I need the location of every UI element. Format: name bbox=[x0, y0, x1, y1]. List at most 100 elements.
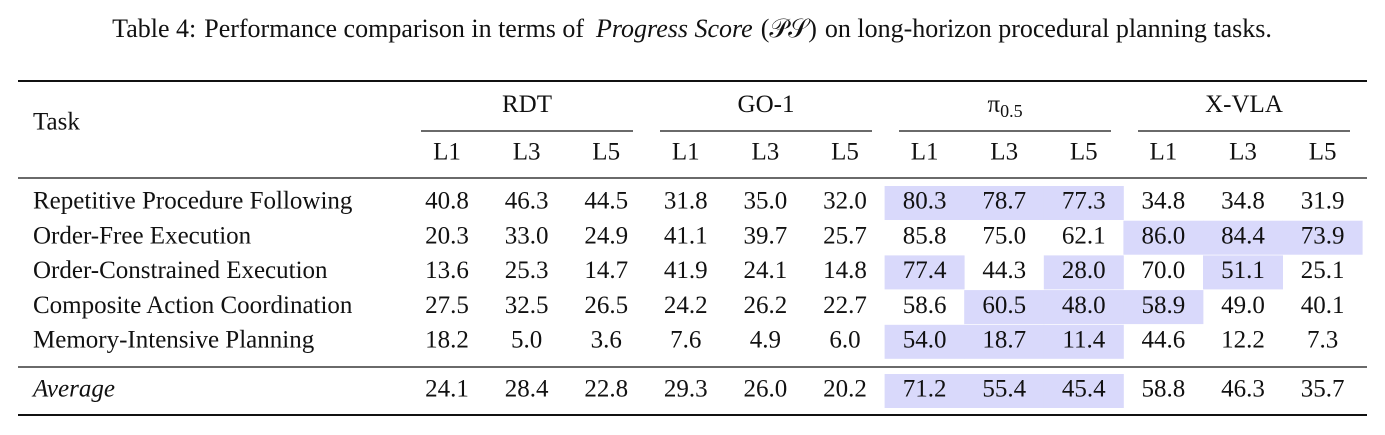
cell: 35.0 bbox=[744, 188, 788, 215]
cell: 85.8 bbox=[903, 222, 947, 249]
cell: 18.7 bbox=[982, 327, 1026, 354]
cell: 39.7 bbox=[744, 222, 788, 249]
cell: 55.4 bbox=[982, 376, 1026, 403]
highlight bbox=[964, 374, 1045, 408]
cell: 32.5 bbox=[505, 292, 549, 319]
task-label: Repetitive Procedure Following bbox=[33, 188, 353, 215]
cell: 14.8 bbox=[823, 257, 867, 284]
cell: 48.0 bbox=[1062, 292, 1106, 319]
cell: 31.9 bbox=[1301, 188, 1345, 215]
cell: 3.6 bbox=[591, 327, 622, 354]
cell: 28.4 bbox=[505, 376, 549, 403]
group-header: X-VLA bbox=[1205, 91, 1283, 118]
cell: 40.8 bbox=[425, 188, 469, 215]
cell: 25.1 bbox=[1301, 257, 1345, 284]
cell: 73.9 bbox=[1301, 222, 1345, 249]
cell: 26.2 bbox=[744, 292, 788, 319]
cell: 70.0 bbox=[1142, 257, 1186, 284]
highlight bbox=[884, 186, 965, 220]
cell: 6.0 bbox=[829, 327, 860, 354]
task-label: Average bbox=[31, 376, 115, 403]
cell: 77.4 bbox=[903, 257, 947, 284]
group-name: π bbox=[987, 91, 1000, 118]
cell: 44.5 bbox=[584, 188, 628, 215]
cell: 18.2 bbox=[425, 327, 469, 354]
cell: 22.7 bbox=[823, 292, 867, 319]
cell: 24.2 bbox=[664, 292, 708, 319]
highlight bbox=[884, 374, 965, 408]
cell: 58.6 bbox=[903, 292, 947, 319]
cell: 5.0 bbox=[511, 327, 542, 354]
level-header: L3 bbox=[752, 139, 780, 166]
group-name: RDT bbox=[502, 91, 552, 118]
highlight bbox=[964, 186, 1045, 220]
group-header: RDT bbox=[502, 91, 552, 118]
caption-metric: Progress Score bbox=[595, 14, 753, 43]
level-header: L3 bbox=[513, 139, 541, 166]
cell: 75.0 bbox=[982, 222, 1026, 249]
level-header: L1 bbox=[911, 139, 939, 166]
cell: 12.2 bbox=[1221, 327, 1265, 354]
cell: 24.1 bbox=[425, 376, 469, 403]
cell: 54.0 bbox=[903, 327, 947, 354]
group-name: GO-1 bbox=[738, 91, 795, 118]
cell: 29.3 bbox=[664, 376, 708, 403]
task-label: Order-Free Execution bbox=[33, 222, 252, 249]
cell: 25.3 bbox=[505, 257, 549, 284]
task-label: Memory-Intensive Planning bbox=[33, 327, 315, 354]
level-header: L5 bbox=[1309, 139, 1337, 166]
cell: 80.3 bbox=[903, 188, 947, 215]
group-name: X-VLA bbox=[1205, 91, 1283, 118]
cell: 26.5 bbox=[584, 292, 628, 319]
level-header: L3 bbox=[1229, 139, 1257, 166]
cell: 24.9 bbox=[584, 222, 628, 249]
cell: 77.3 bbox=[1062, 188, 1106, 215]
caption-symbol: (𝒫𝒮) bbox=[761, 14, 817, 43]
cell: 34.8 bbox=[1142, 188, 1186, 215]
cell: 33.0 bbox=[505, 222, 549, 249]
cell: 45.4 bbox=[1062, 376, 1106, 403]
highlight bbox=[1123, 290, 1204, 325]
cell: 35.7 bbox=[1301, 376, 1345, 403]
cell: 62.1 bbox=[1062, 222, 1106, 249]
caption-label: Table 4: bbox=[112, 14, 196, 43]
task-header: Task bbox=[33, 109, 80, 136]
cell: 25.7 bbox=[823, 222, 867, 249]
cell: 26.0 bbox=[744, 376, 788, 403]
cell: 11.4 bbox=[1062, 327, 1105, 354]
group-subscript: 0.5 bbox=[1000, 101, 1023, 121]
cell: 58.9 bbox=[1142, 292, 1186, 319]
cell: 41.1 bbox=[664, 222, 708, 249]
cell: 41.9 bbox=[664, 257, 708, 284]
cell: 7.3 bbox=[1307, 327, 1338, 354]
cell: 46.3 bbox=[505, 188, 549, 215]
cell: 44.6 bbox=[1142, 327, 1186, 354]
cell: 34.8 bbox=[1221, 188, 1265, 215]
level-header: L5 bbox=[1070, 139, 1098, 166]
cell: 20.3 bbox=[425, 222, 469, 249]
cell: 4.9 bbox=[750, 327, 781, 354]
cell: 24.1 bbox=[744, 257, 788, 284]
cell: 49.0 bbox=[1221, 292, 1265, 319]
group-header: π0.5 bbox=[987, 91, 1022, 121]
cell: 86.0 bbox=[1142, 222, 1186, 249]
cell: 51.1 bbox=[1221, 257, 1265, 284]
level-header: L1 bbox=[1150, 139, 1178, 166]
level-header: L3 bbox=[990, 139, 1018, 166]
caption-text: Performance comparison in terms of bbox=[204, 14, 584, 43]
highlight bbox=[1282, 220, 1363, 255]
highlight bbox=[884, 255, 965, 290]
highlight bbox=[1043, 186, 1124, 220]
cell: 71.2 bbox=[903, 376, 947, 403]
highlight bbox=[1043, 374, 1124, 408]
highlight bbox=[964, 324, 1045, 359]
cell: 40.1 bbox=[1301, 292, 1345, 319]
highlight bbox=[1203, 255, 1283, 290]
level-header: L1 bbox=[433, 139, 461, 166]
cell: 28.0 bbox=[1062, 257, 1106, 284]
cell: 31.8 bbox=[664, 188, 708, 215]
highlight bbox=[1043, 255, 1124, 290]
cell: 58.8 bbox=[1142, 376, 1186, 403]
cell: 44.3 bbox=[982, 257, 1026, 284]
